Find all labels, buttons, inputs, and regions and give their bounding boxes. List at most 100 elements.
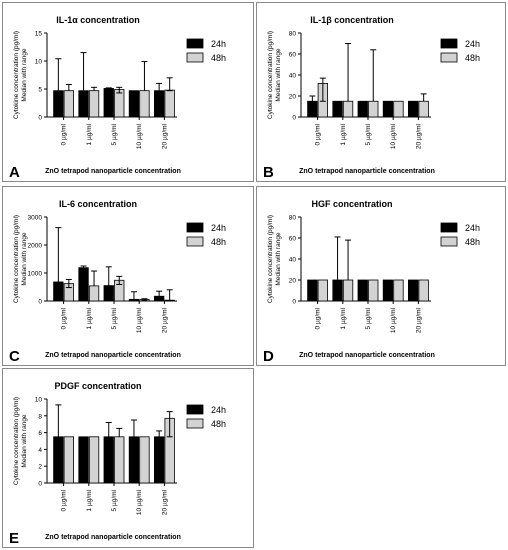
y-axis-label: Median with range	[21, 414, 28, 467]
legend-swatch-48h	[186, 52, 204, 63]
x-tick-label: 0 µg/ml	[315, 123, 322, 145]
y-tick-label: 80	[289, 31, 297, 38]
chart-title: PDGF concentration	[54, 381, 141, 391]
y-axis-label: Median with range	[21, 232, 28, 285]
y-axis-label: Cytokine concentration (pg/ml)	[13, 397, 20, 485]
y-tick-label: 40	[289, 73, 297, 80]
chart-panel-e: PDGF concentration Cytokine concentration…	[2, 368, 254, 548]
chart-panel-d: HGF concentration Cytokine concentration …	[256, 186, 506, 366]
bar-24h-1	[332, 100, 343, 118]
y-tick-label: 20	[289, 278, 297, 285]
y-axis-label: Median with range	[21, 48, 28, 101]
bar-24h-2	[103, 88, 114, 118]
legend-label: 24h	[211, 39, 226, 49]
bar-48h-3	[139, 90, 150, 118]
bar-24h-2	[103, 436, 114, 484]
panel-label: B	[263, 164, 274, 181]
legend-label: 24h	[465, 39, 480, 49]
bar-48h-1	[88, 285, 100, 302]
panel-label: C	[9, 348, 20, 365]
bar-48h-4	[418, 100, 429, 118]
bar-24h-0	[53, 90, 64, 118]
legend-swatch-48h	[186, 418, 204, 429]
x-tick-label: 0 µg/ml	[61, 489, 68, 511]
bar-48h-1	[342, 279, 354, 302]
y-tick-label: 60	[289, 52, 297, 59]
x-tick-label: 10 µg/ml	[390, 307, 397, 333]
y-tick-label: 6	[38, 430, 42, 437]
legend-swatch-24h	[186, 222, 204, 233]
y-tick-label: 3000	[28, 215, 43, 222]
bar-48h-2	[114, 436, 125, 484]
y-tick-label: 5	[38, 87, 42, 94]
bar-24h-1	[78, 267, 89, 302]
y-tick-label: 8	[38, 413, 42, 420]
chart-title: IL-1α concentration	[56, 15, 140, 25]
chart-svg: IL-1β concentration Cytokine concentratio…	[263, 15, 480, 181]
panel-label: E	[9, 530, 19, 547]
x-tick-label: 5 µg/ml	[111, 307, 118, 329]
bar-24h-0	[53, 436, 64, 484]
bar-24h-0	[53, 281, 64, 302]
bar-24h-4	[407, 279, 419, 302]
x-tick-label: 20 µg/ml	[161, 307, 168, 333]
legend-swatch-24h	[186, 404, 204, 415]
bar-48h-0	[63, 90, 74, 118]
y-tick-label: 1000	[28, 271, 43, 278]
bar-48h-0	[317, 279, 328, 302]
x-tick-label: 10 µg/ml	[136, 489, 143, 515]
chart-title: HGF concentration	[311, 199, 392, 209]
y-axis-label: Median with range	[275, 48, 282, 101]
bar-24h-1	[332, 279, 343, 302]
legend-label: 24h	[211, 405, 226, 415]
y-axis-label: Cytokine concentration (pg/ml)	[13, 215, 20, 303]
legend-label: 48h	[211, 419, 226, 429]
x-axis-label: ZnO tetrapod nanoparticle concentration	[45, 534, 181, 541]
bar-48h-3	[139, 436, 150, 484]
x-tick-label: 10 µg/ml	[136, 123, 143, 149]
x-tick-label: 10 µg/ml	[390, 123, 397, 149]
x-tick-label: 5 µg/ml	[365, 307, 372, 329]
bar-24h-1	[78, 436, 89, 484]
x-axis-label: ZnO tetrapod nanoparticle concentration	[299, 168, 435, 175]
x-tick-label: 1 µg/ml	[86, 123, 93, 145]
legend-label: 24h	[211, 223, 226, 233]
y-tick-label: 10	[35, 59, 43, 66]
bar-48h-1	[88, 90, 100, 118]
x-axis-label: ZnO tetrapod nanoparticle concentration	[45, 352, 181, 359]
bar-48h-2	[368, 279, 379, 302]
chart-svg: HGF concentration Cytokine concentration …	[263, 199, 480, 365]
y-tick-label: 0	[38, 115, 42, 122]
x-axis-label: ZnO tetrapod nanoparticle concentration	[299, 352, 435, 359]
y-tick-label: 0	[292, 115, 296, 122]
y-axis-label: Median with range	[275, 232, 282, 285]
panel-label: D	[263, 348, 274, 365]
legend-label: 48h	[211, 237, 226, 247]
chart-svg: IL-1α concentration Cytokine concentratio…	[9, 15, 226, 181]
bar-48h-4	[164, 89, 175, 118]
bar-48h-3	[393, 100, 404, 118]
bar-24h-2	[103, 285, 114, 302]
bar-24h-2	[357, 100, 368, 118]
x-tick-label: 5 µg/ml	[111, 489, 118, 511]
legend-swatch-48h	[186, 236, 204, 247]
y-tick-label: 80	[289, 215, 297, 222]
y-tick-label: 0	[38, 481, 42, 488]
chart-svg: IL-6 concentration Cytokine concentration…	[9, 199, 226, 365]
x-tick-label: 1 µg/ml	[86, 489, 93, 511]
x-tick-label: 20 µg/ml	[415, 123, 422, 149]
bar-24h-3	[382, 100, 394, 118]
y-tick-label: 15	[35, 31, 43, 38]
legend-label: 48h	[211, 53, 226, 63]
y-tick-label: 2000	[28, 243, 43, 250]
bar-24h-2	[357, 279, 368, 302]
legend-label: 24h	[465, 223, 480, 233]
bar-24h-3	[382, 279, 394, 302]
bar-24h-1	[78, 90, 89, 118]
bar-24h-0	[307, 100, 318, 118]
bar-24h-3	[128, 436, 140, 484]
x-tick-label: 1 µg/ml	[340, 307, 347, 329]
y-tick-label: 0	[292, 299, 296, 306]
y-axis-label: Cytokine concentration (pg/ml)	[13, 31, 20, 119]
bar-24h-4	[407, 100, 419, 118]
